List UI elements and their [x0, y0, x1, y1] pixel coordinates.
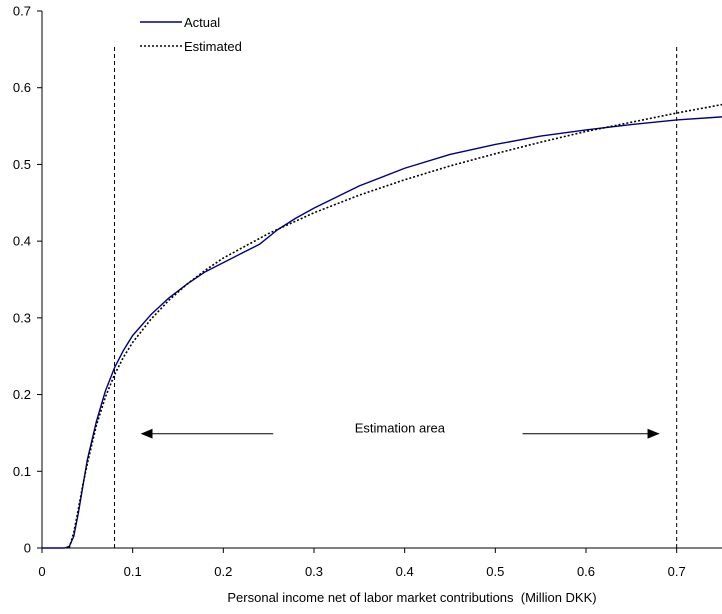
y-tick-label: 0 — [24, 541, 31, 556]
series-line-actual — [42, 116, 722, 549]
y-tick-label: 0.7 — [13, 4, 31, 19]
x-tick-label: 0.5 — [486, 564, 504, 579]
legend-label: Actual — [184, 15, 220, 30]
x-tick-label: 0.4 — [396, 564, 414, 579]
x-tick-label: 0 — [38, 564, 45, 579]
series-line-estimated — [68, 103, 722, 549]
y-tick-label: 0.6 — [13, 80, 31, 95]
y-tick-label: 0.2 — [13, 387, 31, 402]
x-tick-label: 0.3 — [305, 564, 323, 579]
y-tick-label: 0.5 — [13, 157, 31, 172]
x-tick-label: 0.6 — [577, 564, 595, 579]
legend-label: Estimated — [184, 39, 242, 54]
x-tick-label: 0.7 — [668, 564, 686, 579]
reference-lines — [114, 47, 678, 548]
y-tick-label: 0.3 — [13, 310, 31, 325]
x-tick-label: 0.1 — [124, 564, 142, 579]
x-axis-title: Personal income net of labor market cont… — [227, 590, 596, 605]
annotation-label: Estimation area — [355, 421, 446, 436]
x-tick-label: 0.2 — [214, 564, 232, 579]
legend: Actual Estimated — [140, 15, 242, 54]
axes: 0 0.1 0.2 0.3 0.4 0.5 0.6 0.7 0 0.1 0.2 0.3 0.4 0.5 0.… — [13, 4, 722, 605]
y-tick-label: 0.4 — [13, 234, 31, 249]
y-tick-label: 0.1 — [13, 464, 31, 479]
series-layer — [42, 103, 722, 549]
annotation: Estimation area — [140, 421, 660, 439]
